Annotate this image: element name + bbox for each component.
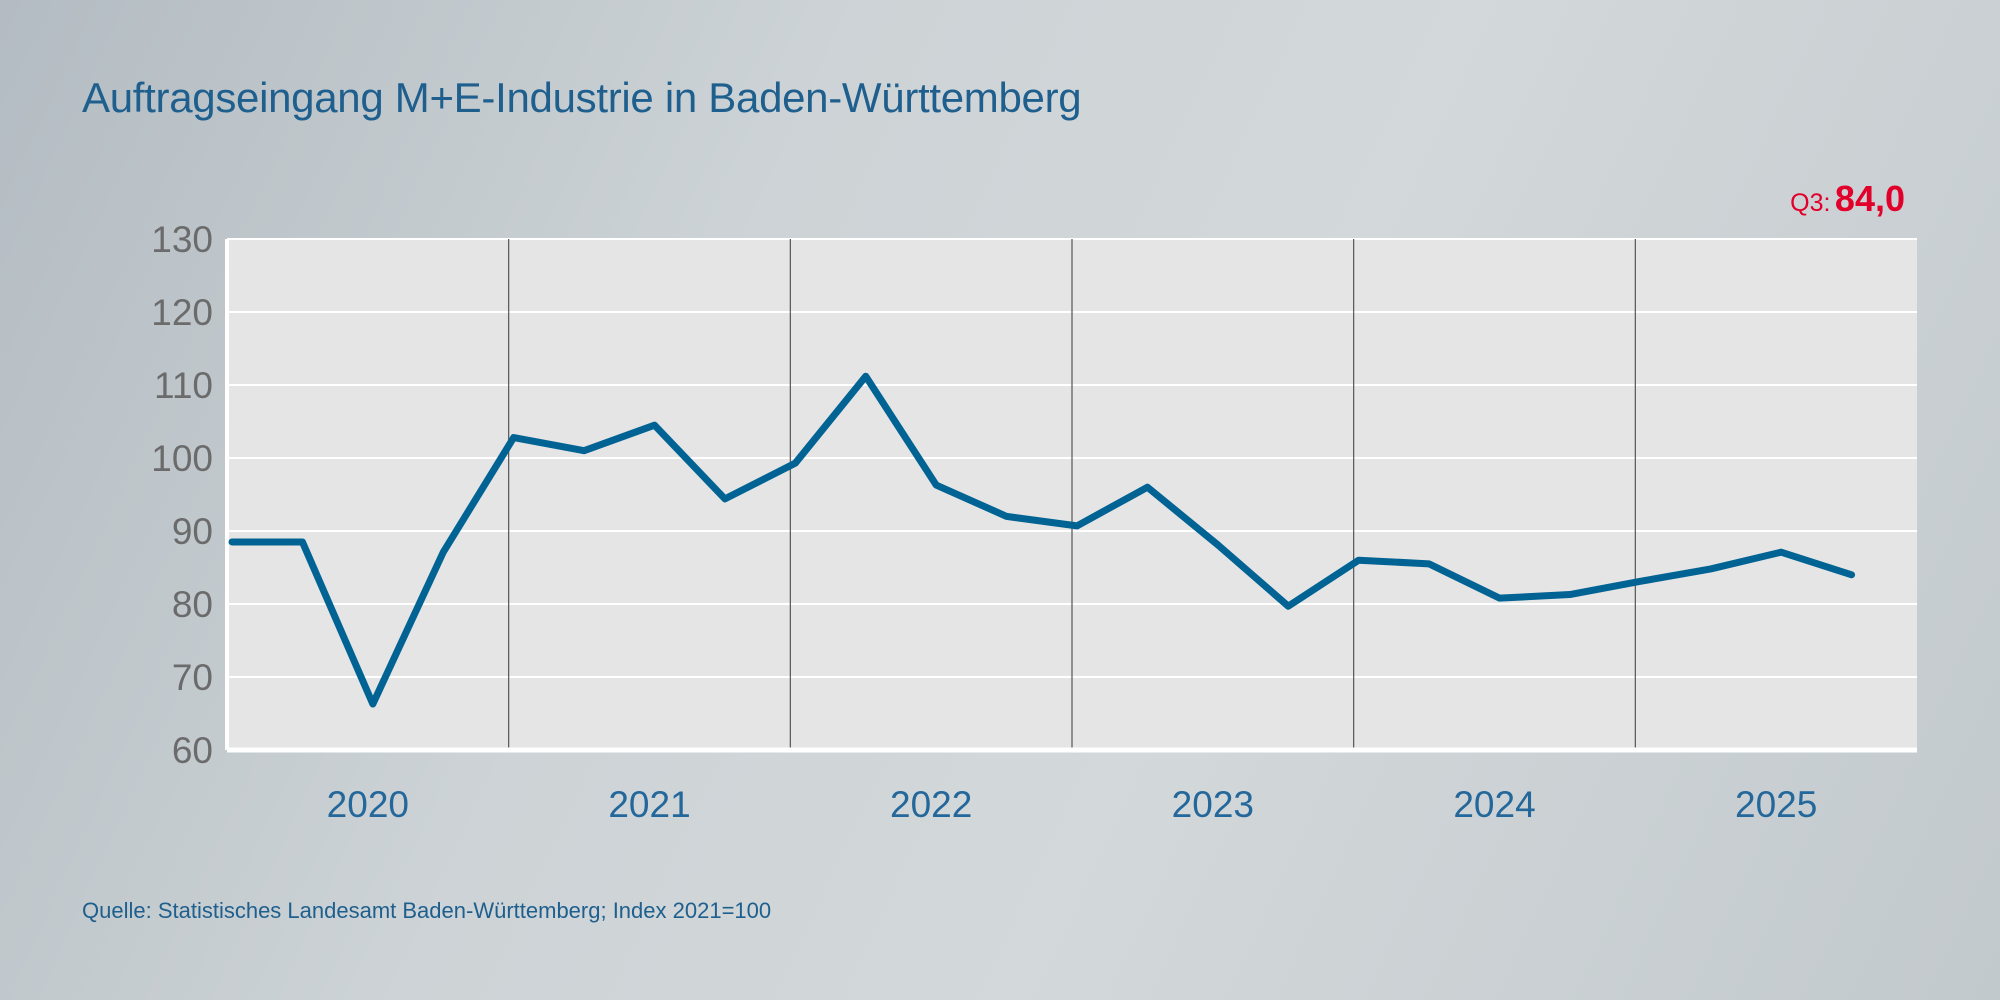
y-tick-label: 90: [172, 511, 213, 552]
chart-title: Auftragseingang M+E-Industrie in Baden-W…: [82, 74, 1082, 121]
source-note: Quelle: Statistisches Landesamt Baden-Wü…: [82, 898, 772, 923]
y-tick-label: 110: [154, 365, 213, 406]
y-tick-label: 130: [151, 219, 213, 260]
x-tick-label: 2021: [608, 784, 690, 825]
y-tick-label: 60: [172, 730, 213, 771]
y-tick-label: 100: [151, 438, 213, 479]
x-tick-label: 2020: [327, 784, 409, 825]
x-tick-label: 2025: [1735, 784, 1817, 825]
y-tick-label: 70: [172, 657, 213, 698]
x-tick-label: 2024: [1453, 784, 1535, 825]
x-tick-label: 2023: [1172, 784, 1254, 825]
latest-value-callout: Q3: 84,0: [1790, 178, 1905, 220]
latest-value: 84,0: [1834, 178, 1905, 219]
latest-quarter-label: Q3:: [1790, 189, 1831, 217]
y-tick-label: 120: [151, 292, 213, 333]
x-tick-label: 2022: [890, 784, 972, 825]
series-line: [228, 372, 1856, 708]
y-tick-label: 80: [172, 584, 213, 625]
